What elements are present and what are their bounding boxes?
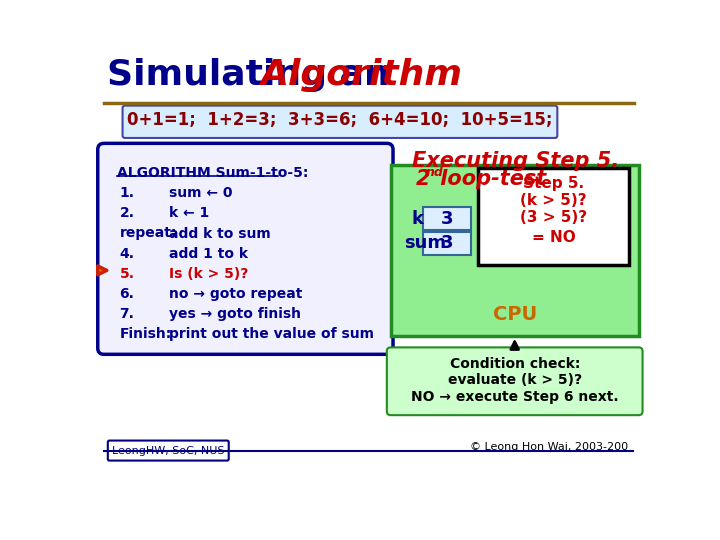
Text: Executing Step 5.: Executing Step 5. [412, 151, 618, 171]
Text: 7.: 7. [120, 307, 135, 321]
Text: loop-test: loop-test [433, 168, 546, 189]
Text: evaluate (k > 5)?: evaluate (k > 5)? [448, 373, 582, 387]
Text: 5.: 5. [120, 267, 135, 281]
FancyBboxPatch shape [387, 347, 642, 415]
Text: (k > 5)?: (k > 5)? [520, 193, 587, 207]
Text: 3: 3 [441, 234, 454, 252]
Text: repeat:: repeat: [120, 226, 177, 240]
Text: Simulating an: Simulating an [107, 58, 402, 92]
FancyBboxPatch shape [98, 143, 393, 354]
FancyBboxPatch shape [391, 165, 639, 336]
Text: (3 > 5)?: (3 > 5)? [520, 211, 587, 225]
Text: LeongHW, SoC, NUS: LeongHW, SoC, NUS [112, 446, 225, 456]
Text: add 1 to k: add 1 to k [169, 247, 248, 260]
Text: Algorithm: Algorithm [261, 58, 462, 92]
Text: add k to sum: add k to sum [169, 226, 271, 240]
FancyBboxPatch shape [423, 207, 472, 231]
Text: NO → execute Step 6 next.: NO → execute Step 6 next. [411, 390, 618, 404]
Text: sum: sum [404, 234, 446, 252]
Text: © Leong Hon Wai, 2003-200: © Leong Hon Wai, 2003-200 [469, 442, 628, 453]
Text: print out the value of sum: print out the value of sum [169, 327, 374, 341]
Text: Condition check:: Condition check: [449, 357, 580, 372]
FancyBboxPatch shape [423, 232, 472, 255]
Text: 2.: 2. [120, 206, 135, 220]
Text: 2: 2 [415, 168, 430, 189]
Text: CPU: CPU [492, 305, 537, 323]
FancyBboxPatch shape [122, 106, 557, 138]
Text: 0+1=1;  1+2=3;  3+3=6;  6+4=10;  10+5=15;: 0+1=1; 1+2=3; 3+3=6; 6+4=10; 10+5=15; [127, 111, 552, 129]
Text: 4.: 4. [120, 247, 135, 260]
Text: Is (k > 5)?: Is (k > 5)? [169, 267, 248, 281]
Text: ALGORITHM Sum-1-to-5:: ALGORITHM Sum-1-to-5: [117, 166, 308, 180]
Text: sum ← 0: sum ← 0 [169, 186, 233, 200]
Text: k ← 1: k ← 1 [169, 206, 210, 220]
Text: 1.: 1. [120, 186, 135, 200]
Text: nd: nd [426, 166, 444, 179]
FancyBboxPatch shape [477, 168, 629, 265]
Text: Step 5.: Step 5. [523, 176, 584, 191]
FancyBboxPatch shape [108, 441, 229, 461]
Text: no → goto repeat: no → goto repeat [169, 287, 302, 301]
Text: 6.: 6. [120, 287, 135, 301]
Text: 3: 3 [441, 210, 454, 228]
Text: k: k [412, 210, 423, 228]
Text: = NO: = NO [531, 230, 575, 245]
Text: Finish:: Finish: [120, 327, 171, 341]
Text: yes → goto finish: yes → goto finish [169, 307, 301, 321]
